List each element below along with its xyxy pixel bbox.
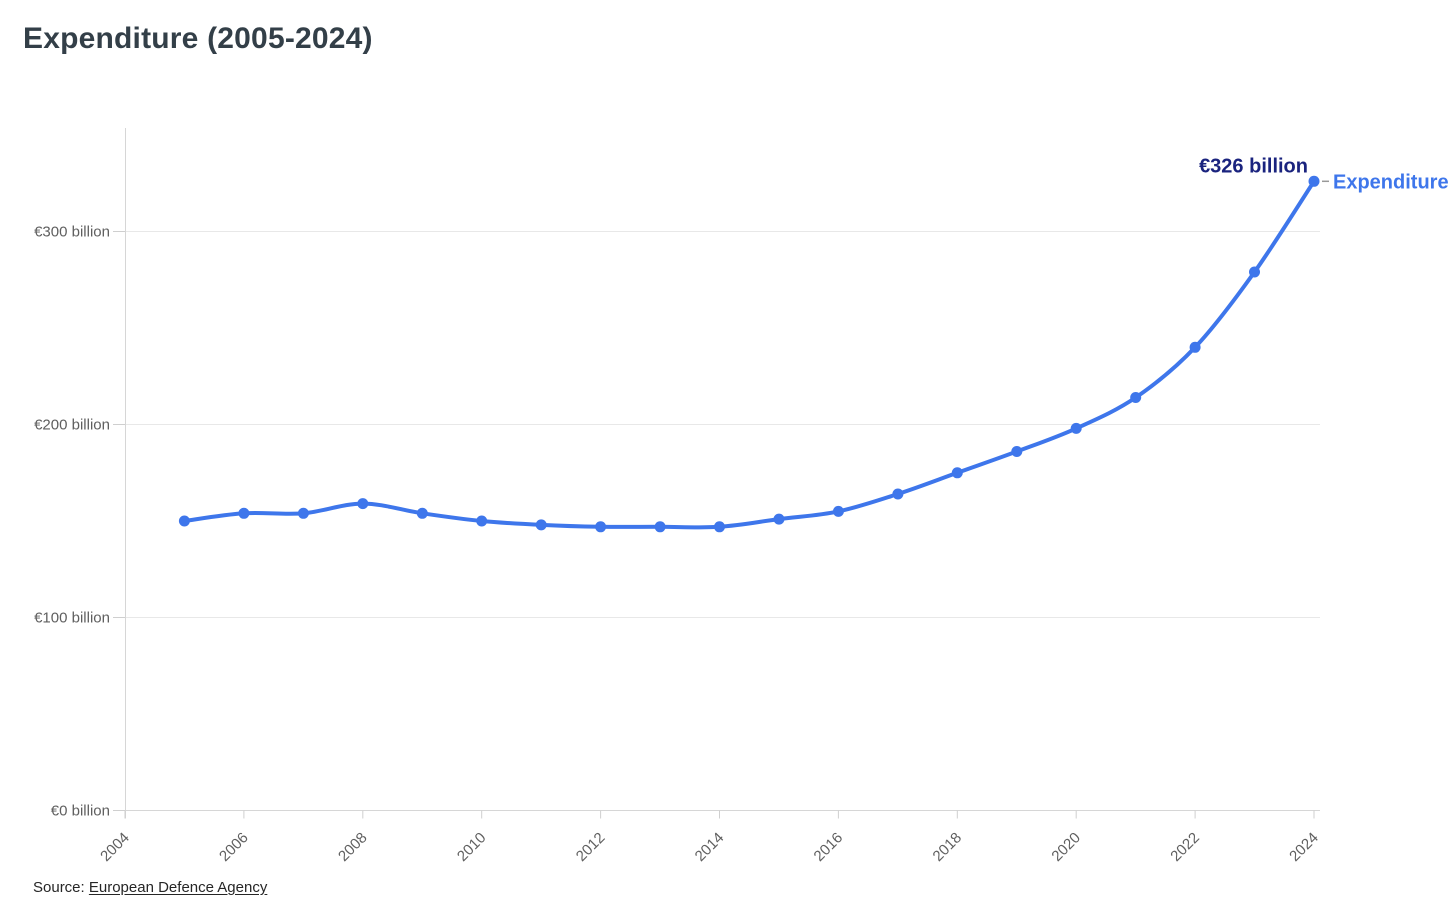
legend-label: Expenditure [1333, 171, 1449, 193]
x-axis-label-2010: 2010 [454, 829, 490, 865]
data-point-2016[interactable] [832, 505, 844, 517]
data-point-2023[interactable] [1249, 266, 1260, 278]
last-value-annotation: €326 billion [1199, 155, 1308, 177]
data-point-2024[interactable] [1308, 175, 1320, 187]
data-point-2017[interactable] [892, 488, 904, 500]
data-point-2008[interactable] [357, 498, 369, 510]
x-axis-label-2022: 2022 [1167, 829, 1203, 865]
y-axis-label-100: €100 billion [34, 610, 110, 627]
y-axis-label-300: €300 billion [34, 224, 110, 241]
data-point-2020[interactable] [1070, 422, 1082, 434]
x-axis-label-2020: 2020 [1048, 829, 1084, 865]
expenditure-line [182, 179, 1316, 530]
data-point-2006[interactable] [238, 507, 250, 519]
data-point-2022[interactable] [1189, 341, 1201, 353]
data-point-2011[interactable] [535, 519, 547, 531]
data-point-2015[interactable] [773, 513, 785, 525]
data-point-2005[interactable] [178, 515, 190, 527]
x-axis-label-2016: 2016 [811, 829, 847, 865]
x-axis-label-2008: 2008 [335, 829, 371, 865]
x-axis-label-2012: 2012 [573, 829, 609, 865]
source-label: Source: [33, 879, 89, 896]
data-point-2018[interactable] [951, 467, 963, 479]
data-point-2013[interactable] [654, 521, 666, 533]
data-point-2009[interactable] [416, 507, 428, 519]
data-point-2019[interactable] [1011, 446, 1023, 457]
y-axis-label-200: €200 billion [34, 417, 110, 434]
source-link[interactable]: European Defence Agency [88, 879, 268, 896]
data-point-2012[interactable] [595, 521, 607, 533]
data-point-2021[interactable] [1130, 392, 1142, 403]
x-axis-label-2006: 2006 [216, 829, 252, 865]
x-axis-label-2018: 2018 [930, 829, 966, 865]
x-axis-label-2014: 2014 [692, 829, 728, 865]
data-point-2007[interactable] [297, 507, 309, 519]
y-axis-label-0: €0 billion [51, 803, 110, 820]
data-point-2014[interactable] [714, 521, 725, 533]
source-line: Source: European Defence Agency [33, 879, 267, 896]
data-point-2010[interactable] [476, 515, 488, 527]
x-axis-label-2004: 2004 [97, 829, 133, 865]
x-axis-label-2024: 2024 [1286, 829, 1322, 865]
chart-title: Expenditure (2005-2024) [23, 22, 373, 55]
